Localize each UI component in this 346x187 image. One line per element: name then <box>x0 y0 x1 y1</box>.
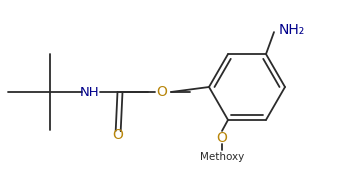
Text: O: O <box>112 128 124 142</box>
Text: NH: NH <box>80 85 100 99</box>
Text: O: O <box>217 131 227 145</box>
Text: NH₂: NH₂ <box>279 23 305 37</box>
Text: Methoxy: Methoxy <box>200 152 244 162</box>
Text: O: O <box>156 85 167 99</box>
